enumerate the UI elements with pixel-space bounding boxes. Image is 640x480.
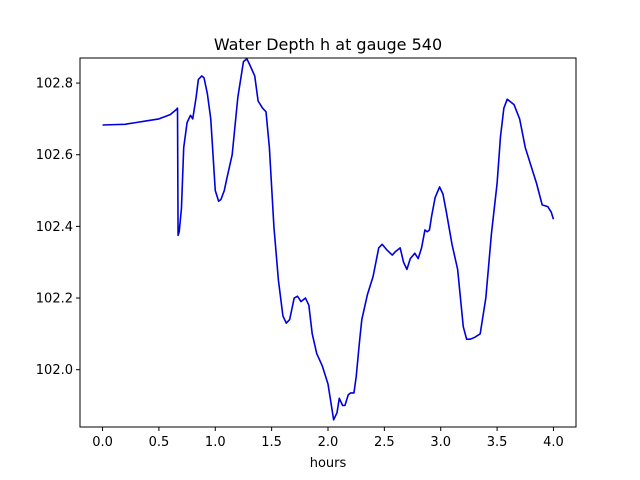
plot-area xyxy=(80,58,576,427)
y-tick-label: 102.6 xyxy=(36,148,73,163)
x-tick-label: 0.5 xyxy=(149,435,170,450)
x-tick-label: 0.0 xyxy=(92,435,113,450)
x-tick-label: 4.0 xyxy=(543,435,564,450)
x-tick-label: 1.5 xyxy=(261,435,282,450)
chart-title: Water Depth h at gauge 540 xyxy=(214,35,442,54)
series-line-0 xyxy=(102,57,555,421)
x-tick-label: 2.5 xyxy=(374,435,395,450)
y-tick-label: 102.0 xyxy=(36,363,73,378)
x-tick-label: 1.0 xyxy=(205,435,226,450)
y-tick-label: 102.8 xyxy=(36,77,73,92)
y-tick-label: 102.4 xyxy=(36,220,73,235)
series-layer xyxy=(102,57,555,421)
x-tick-label: 3.5 xyxy=(487,435,508,450)
x-tick-label: 3.0 xyxy=(430,435,451,450)
y-tick-label: 102.2 xyxy=(36,292,73,307)
plot-frame xyxy=(79,57,577,428)
x-axis-label: hours xyxy=(310,456,347,471)
x-tick-label: 2.0 xyxy=(318,435,339,450)
y-axis-ticks: 102.0 102.2 102.4 102.6 102.8 xyxy=(36,77,80,378)
x-axis-ticks: 0.0 0.5 1.0 1.5 2.0 2.5 3.0 3.5 4.0 xyxy=(92,427,564,450)
